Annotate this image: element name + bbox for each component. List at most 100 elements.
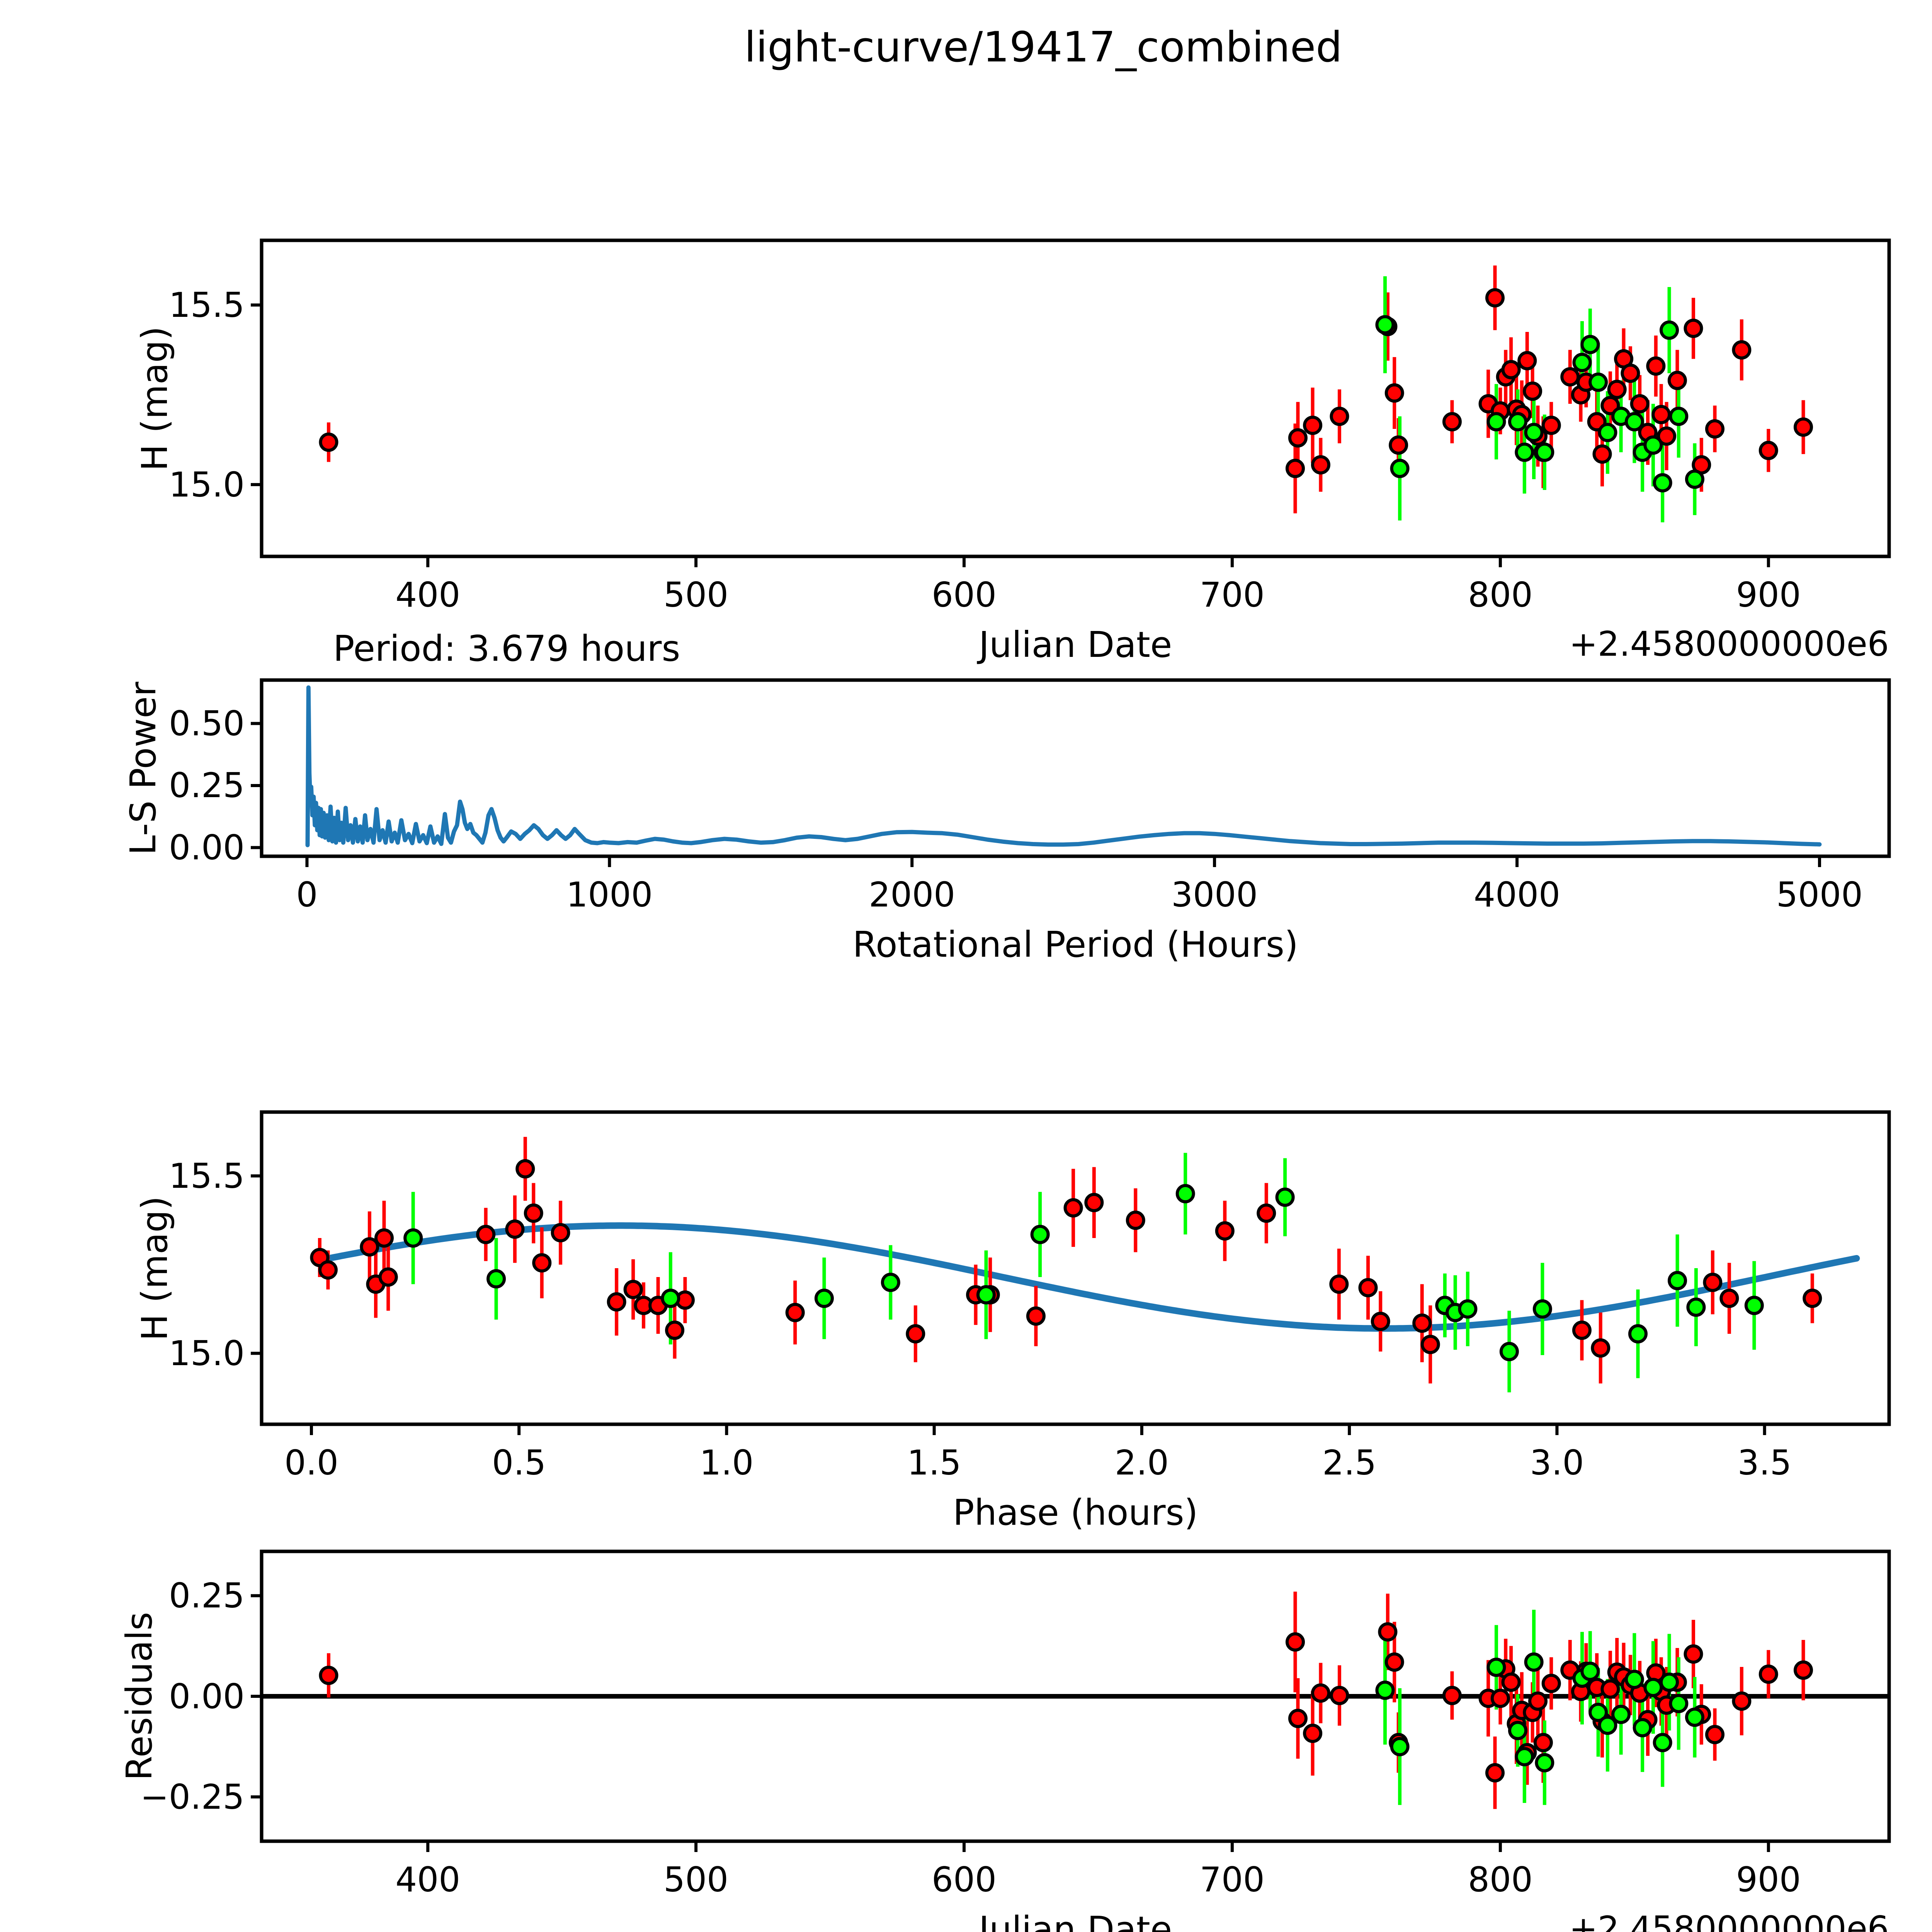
data-point-marker (1598, 423, 1617, 442)
data-point-marker (1624, 412, 1644, 432)
data-point-marker (1651, 1682, 1671, 1701)
data-point-marker (1541, 415, 1561, 435)
periodogram-panel-xlabel: Rotational Period (Hours) (852, 924, 1298, 965)
data-point-marker (1759, 1664, 1778, 1684)
data-point-marker (1793, 1660, 1813, 1680)
data-point-marker (1587, 412, 1607, 432)
data-point-marker (661, 1289, 680, 1308)
data-point-marker (1288, 428, 1308, 448)
y-tick-label: 15.0 (169, 1333, 245, 1373)
data-point-marker (1517, 351, 1537, 371)
data-point-marker (1668, 1271, 1687, 1291)
x-tick-label: 1.5 (907, 1443, 961, 1483)
x-tick-label: 600 (932, 1860, 997, 1900)
data-point-marker (1651, 405, 1671, 424)
data-point-marker (310, 1248, 330, 1267)
x-tick-label: 3.5 (1737, 1443, 1792, 1483)
data-point-marker (1528, 1691, 1548, 1711)
data-point-marker (976, 1285, 996, 1304)
data-point-marker (1303, 1723, 1323, 1743)
data-point-marker (814, 1289, 834, 1308)
data-point-marker (1591, 1338, 1611, 1358)
x-tick-label: 800 (1468, 575, 1533, 615)
data-point-marker (1063, 1198, 1083, 1218)
data-point-marker (1330, 406, 1349, 426)
data-point-marker (1686, 1298, 1706, 1317)
x-tick-label: 2.5 (1322, 1443, 1377, 1483)
data-point-marker (1508, 412, 1527, 432)
data-point-marker (906, 1324, 925, 1344)
residuals-panel-xlabel: Julian Date (979, 1909, 1172, 1932)
data-point-marker (1592, 444, 1612, 464)
data-point-marker (1576, 1662, 1596, 1681)
data-point-marker (1657, 426, 1677, 446)
data-point-marker (1535, 1753, 1554, 1772)
data-point-marker (1175, 1184, 1195, 1204)
data-point-marker (1384, 383, 1404, 403)
data-point-marker (1624, 1670, 1644, 1689)
data-point-marker (1485, 288, 1505, 308)
data-point-marker (1541, 1673, 1561, 1693)
phase-panel-ylabel: H (mag) (134, 1196, 175, 1341)
x-tick-label: 2.0 (1114, 1443, 1169, 1483)
data-point-marker (1598, 1716, 1617, 1735)
data-point-marker (675, 1290, 695, 1310)
data-point-marker (319, 1665, 338, 1685)
axes-frame (260, 678, 1891, 858)
data-point-marker (1633, 1718, 1652, 1738)
data-point-marker (1630, 1683, 1650, 1703)
lightcurve-panel-ylabel: H (mag) (134, 326, 175, 471)
data-point-marker (1643, 1678, 1663, 1697)
data-point-marker (1759, 440, 1778, 460)
data-point-marker (1490, 1689, 1510, 1708)
data-point-marker (1303, 415, 1323, 435)
data-point-marker (1607, 1662, 1627, 1682)
data-point-marker (1653, 473, 1672, 493)
data-point-marker (1528, 426, 1548, 446)
residuals-panel-offset-label: +2.4580000000e6 (1569, 1909, 1889, 1932)
data-point-marker (1389, 1733, 1408, 1752)
data-point-marker (1614, 349, 1634, 369)
data-point-marker (1705, 1725, 1725, 1744)
x-tick-label: 3.0 (1530, 1443, 1584, 1483)
data-point-marker (1572, 353, 1592, 372)
data-point-marker (1512, 405, 1532, 424)
data-point-marker (1614, 1667, 1634, 1687)
data-point-marker (1628, 1324, 1648, 1344)
data-point-marker (1719, 1289, 1739, 1308)
data-point-marker (1533, 442, 1553, 462)
x-tick-label: 4000 (1474, 875, 1560, 915)
x-tick-label: 500 (663, 1860, 729, 1900)
data-point-marker (1442, 1685, 1462, 1705)
data-point-marker (1446, 1303, 1465, 1322)
data-point-marker (1507, 1714, 1526, 1733)
data-point-marker (1744, 1296, 1764, 1315)
data-point-marker (1358, 1278, 1378, 1298)
axes-frame (260, 1549, 1891, 1843)
data-point-marker (1275, 1187, 1295, 1207)
data-point-marker (1311, 1683, 1330, 1703)
data-point-marker (1329, 1274, 1349, 1294)
axes-frame (260, 238, 1891, 558)
data-point-marker (785, 1303, 805, 1322)
data-point-marker (1499, 1342, 1519, 1361)
period-annotation: Period: 3.679 hours (333, 628, 680, 669)
data-point-marker (1533, 1733, 1553, 1752)
data-point-marker (1486, 1658, 1506, 1677)
data-point-marker (1587, 1678, 1607, 1697)
data-point-marker (1524, 1652, 1544, 1672)
x-tick-label: 700 (1199, 575, 1265, 615)
data-point-marker (1703, 1272, 1723, 1292)
data-point-marker (1485, 1763, 1505, 1782)
data-point-marker (1390, 1737, 1410, 1757)
data-point-marker (1580, 1662, 1600, 1681)
data-point-marker (1126, 1211, 1145, 1230)
data-point-marker (1288, 1709, 1308, 1728)
data-point-marker (1643, 435, 1663, 455)
lightcurve-panel-xlabel: Julian Date (979, 624, 1172, 665)
data-point-marker (623, 1280, 643, 1299)
data-point-marker (1523, 1702, 1543, 1722)
